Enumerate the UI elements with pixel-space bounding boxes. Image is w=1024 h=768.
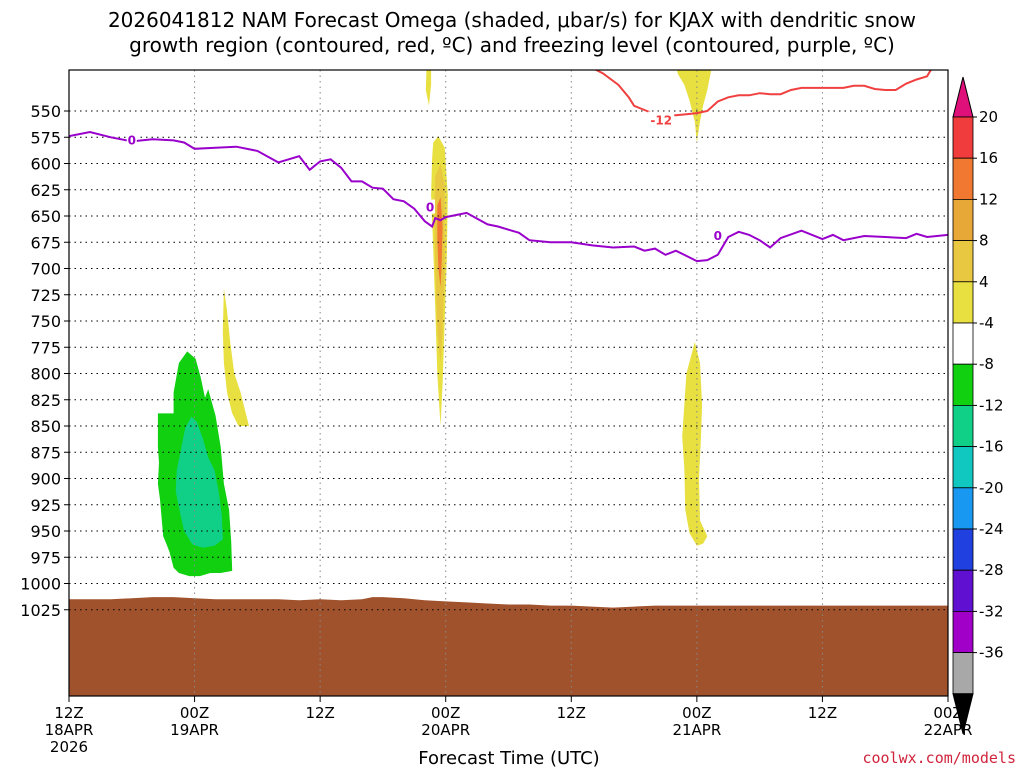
y-tick-label: 550 bbox=[30, 102, 61, 121]
freezing-label-bg-0 bbox=[126, 132, 137, 147]
colorbar-swatch-12 bbox=[952, 611, 974, 654]
colorbar-label: -8 bbox=[979, 355, 994, 373]
colorbar-swatch-1 bbox=[952, 157, 974, 200]
colorbar-swatch-6 bbox=[952, 363, 974, 406]
colorbar-swatch-7 bbox=[952, 404, 974, 447]
colorbar-label: -20 bbox=[979, 479, 1004, 497]
y-axis: 550 575 600 625 650 675 700 725 750 775 800 825 850 8… bbox=[20, 102, 69, 620]
y-tick-label: 925 bbox=[30, 496, 61, 515]
colorbar-swatch-13 bbox=[952, 652, 974, 695]
x-tick-label: 00Z bbox=[431, 704, 460, 722]
chart-title-line2: growth region (contoured, red, ºC) and f… bbox=[129, 33, 895, 57]
colorbar-swatch-5 bbox=[952, 322, 974, 365]
x-tick-date: 20APR bbox=[421, 721, 470, 739]
y-tick-label: 1025 bbox=[20, 601, 61, 620]
freezing-level-line bbox=[69, 130, 948, 263]
colorbar-label: -24 bbox=[979, 520, 1004, 538]
x-tick-label: 00Z bbox=[933, 704, 962, 722]
x-tick-year: 2026 bbox=[50, 738, 88, 756]
grid bbox=[68, 70, 949, 696]
omega-region-descent-5 bbox=[682, 342, 708, 546]
y-tick-label: 900 bbox=[30, 470, 61, 489]
x-tick-label: 12Z bbox=[54, 704, 83, 722]
freezing-label-bg-1 bbox=[425, 199, 436, 214]
y-tick-label: 775 bbox=[30, 338, 61, 357]
colorbar-label: -4 bbox=[979, 314, 994, 332]
colorbar-label: -12 bbox=[979, 396, 1004, 414]
plot-frame bbox=[68, 69, 949, 697]
y-tick-label: 725 bbox=[30, 286, 61, 305]
freezing-label-bg-2 bbox=[712, 227, 723, 242]
colorbar-swatch-2 bbox=[952, 198, 974, 241]
x-tick-date: 22APR bbox=[924, 721, 973, 739]
colorbar-top-arrow bbox=[952, 76, 974, 118]
omega-region-descent-1 bbox=[222, 288, 249, 426]
colorbar-swatch-11 bbox=[952, 569, 974, 612]
colorbar-label: 4 bbox=[979, 273, 989, 291]
colorbar: 20 16 12 8 4 -4 -8 -12 -16 -20 -24 -28 -32 -36 bbox=[952, 76, 1004, 734]
y-tick-label: 850 bbox=[30, 417, 61, 436]
y-tick-label: 950 bbox=[30, 522, 61, 541]
omega-shading bbox=[69, 70, 948, 696]
colorbar-label: 20 bbox=[979, 108, 998, 126]
x-tick-date: 18APR bbox=[45, 721, 94, 739]
freezing-level-label: 0 bbox=[426, 201, 434, 215]
omega-region-descent-4 bbox=[676, 70, 712, 143]
dendritic-contour-line bbox=[594, 70, 932, 117]
freezing-level-label: 0 bbox=[128, 133, 136, 147]
y-tick-label: 675 bbox=[30, 233, 61, 252]
omega-region-descent-2 bbox=[425, 70, 432, 106]
x-tick-label: 00Z bbox=[682, 704, 711, 722]
y-tick-label: 575 bbox=[30, 128, 61, 147]
colorbar-label: 8 bbox=[979, 232, 989, 250]
x-tick-date: 19APR bbox=[170, 721, 219, 739]
x-tick-label: 00Z bbox=[180, 704, 209, 722]
y-tick-label: 625 bbox=[30, 181, 61, 200]
dendritic-contour-label: -12 bbox=[650, 113, 672, 127]
chart-title-line1: 2026041812 NAM Forecast Omega (shaded, μ… bbox=[108, 8, 916, 32]
y-tick-label: 600 bbox=[30, 155, 61, 174]
colorbar-swatch-9 bbox=[952, 487, 974, 530]
dendritic-label-bg bbox=[648, 111, 675, 128]
colorbar-bottom-arrow bbox=[952, 693, 974, 734]
y-tick-label: 1000 bbox=[20, 575, 61, 594]
colorbar-label: -16 bbox=[979, 438, 1004, 456]
x-tick-label: 12Z bbox=[305, 704, 334, 722]
colorbar-label: 16 bbox=[979, 149, 998, 167]
colorbar-swatch-8 bbox=[952, 446, 974, 489]
colorbar-swatch-4 bbox=[952, 281, 974, 324]
colorbar-swatch-3 bbox=[952, 240, 974, 283]
ground-fill bbox=[69, 597, 948, 696]
colorbar-label: -32 bbox=[979, 602, 1004, 620]
colorbar-swatch-0 bbox=[952, 116, 974, 159]
y-tick-label: 650 bbox=[30, 207, 61, 226]
watermark: coolwx.com/models bbox=[862, 749, 1016, 767]
y-tick-label: 975 bbox=[30, 548, 61, 567]
contours: -12 0 0 0 bbox=[69, 70, 948, 263]
colorbar-label: -36 bbox=[979, 644, 1004, 662]
y-tick-label: 750 bbox=[30, 312, 61, 331]
omega-region-ascent-inner bbox=[175, 416, 223, 548]
y-tick-label: 825 bbox=[30, 391, 61, 410]
colorbar-label: -28 bbox=[979, 561, 1004, 579]
x-tick-date: 21APR bbox=[672, 721, 721, 739]
freezing-level-label: 0 bbox=[714, 229, 722, 243]
x-tick-label: 12Z bbox=[557, 704, 586, 722]
x-axis-label: Forecast Time (UTC) bbox=[418, 748, 599, 768]
colorbar-swatch-10 bbox=[952, 528, 974, 571]
y-tick-label: 800 bbox=[30, 365, 61, 384]
y-tick-label: 875 bbox=[30, 443, 61, 462]
y-tick-label: 700 bbox=[30, 260, 61, 279]
colorbar-label: 12 bbox=[979, 190, 998, 208]
x-tick-label: 12Z bbox=[808, 704, 837, 722]
